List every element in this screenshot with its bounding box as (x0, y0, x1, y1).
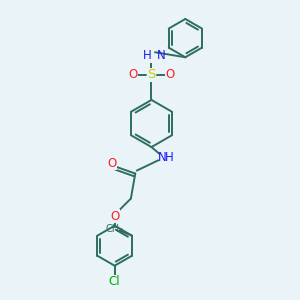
Text: O: O (110, 210, 119, 223)
Text: S: S (147, 68, 156, 81)
Text: Cl: Cl (109, 275, 121, 288)
Text: O: O (107, 157, 116, 170)
Text: H: H (143, 49, 152, 62)
Text: CH₃: CH₃ (106, 224, 124, 234)
Text: H: H (165, 151, 173, 164)
Text: N: N (157, 49, 165, 62)
Text: O: O (129, 68, 138, 81)
Text: O: O (165, 68, 174, 81)
Text: N: N (158, 151, 166, 164)
